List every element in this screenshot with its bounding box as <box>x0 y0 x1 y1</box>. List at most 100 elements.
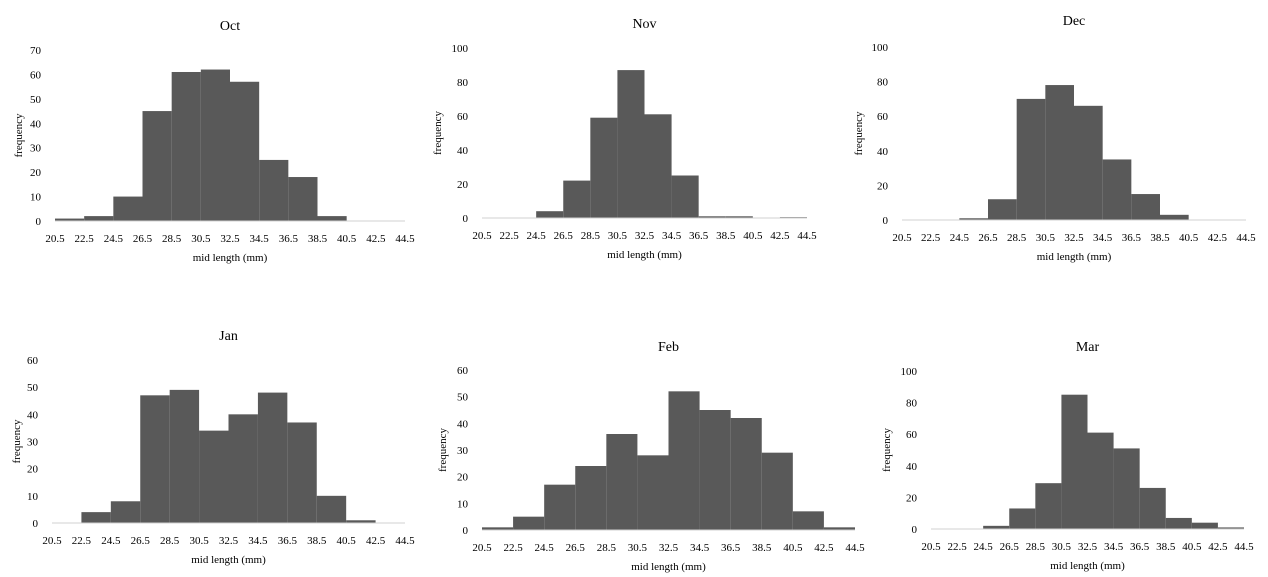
y-tick-label: 40 <box>906 461 918 473</box>
x-tick-label: 40.5 <box>743 230 763 242</box>
x-tick-label: 32.5 <box>219 535 239 547</box>
chart-title: Nov <box>632 17 656 32</box>
histogram-bar <box>228 414 258 523</box>
y-tick-label: 100 <box>452 43 469 55</box>
x-tick-label: 36.5 <box>278 535 298 547</box>
x-tick-label: 32.5 <box>1064 232 1084 244</box>
y-axis-label: frequency <box>13 113 25 157</box>
x-tick-label: 20.5 <box>892 232 912 244</box>
x-tick-label: 36.5 <box>1122 232 1142 244</box>
y-tick-label: 40 <box>457 145 469 157</box>
y-axis-label: frequency <box>881 428 893 472</box>
x-tick-label: 32.5 <box>1078 541 1098 553</box>
y-axis-label: frequency <box>437 428 449 472</box>
histogram-bar <box>1009 508 1036 529</box>
x-tick-label: 24.5 <box>104 233 124 245</box>
x-tick-label: 28.5 <box>1007 232 1027 244</box>
y-tick-label: 60 <box>30 69 42 81</box>
y-axis-label: frequency <box>432 111 444 155</box>
y-tick-label: 40 <box>877 146 889 158</box>
x-tick-label: 44.5 <box>797 230 817 242</box>
histogram-bar <box>1131 194 1160 220</box>
y-tick-label: 20 <box>877 180 889 192</box>
x-tick-label: 34.5 <box>250 233 270 245</box>
x-tick-label: 32.5 <box>635 230 655 242</box>
histogram-bar <box>823 527 855 530</box>
histogram-bar <box>1217 527 1244 529</box>
chart-title: Jan <box>219 329 238 344</box>
y-tick-label: 80 <box>906 398 918 410</box>
chart-nov: Nov 0 20 40 60 80 100 20.5 22.5 24.5 26.5 28.5 30.5 3… <box>432 17 817 261</box>
x-tick-label: 26.5 <box>554 230 574 242</box>
x-tick-label: 38.5 <box>716 230 736 242</box>
x-tick-label: 22.5 <box>503 542 523 554</box>
x-tick-label: 26.5 <box>566 542 586 554</box>
x-tick-label: 34.5 <box>1093 232 1113 244</box>
histogram-bar <box>1061 394 1088 529</box>
histogram-bar <box>959 218 988 220</box>
y-tick-label: 60 <box>457 111 469 123</box>
histogram-bar <box>171 71 201 222</box>
x-tick-label: 22.5 <box>947 541 967 553</box>
x-tick-label: 42.5 <box>366 233 386 245</box>
x-axis-label: mid length (mm) <box>193 252 268 264</box>
x-tick-label: 34.5 <box>662 230 682 242</box>
x-axis-label: mid length (mm) <box>607 249 682 261</box>
histogram-bar <box>988 199 1017 220</box>
x-tick-label: 40.5 <box>337 233 357 245</box>
x-tick-label: 24.5 <box>974 541 994 553</box>
chart-title: Mar <box>1076 340 1100 355</box>
y-tick-label: 70 <box>30 45 42 57</box>
x-tick-label: 22.5 <box>75 233 95 245</box>
x-axis-label: mid length (mm) <box>191 554 266 566</box>
chart-dec: Dec 0 20 40 60 80 100 20.5 22.5 24.5 26.5 28.5 30.5 3… <box>853 14 1256 263</box>
x-tick-label: 36.5 <box>721 542 741 554</box>
x-tick-label: 28.5 <box>160 535 180 547</box>
histogram-bar <box>346 520 376 523</box>
chart-oct: Oct 0 10 20 30 40 50 60 70 20.5 22.5 24.5 26.5 28.5 30… <box>13 19 415 264</box>
y-tick-label: 0 <box>883 215 889 227</box>
y-tick-label: 20 <box>906 492 918 504</box>
chart-title: Oct <box>220 19 240 34</box>
x-tick-label: 36.5 <box>279 233 299 245</box>
x-tick-label: 28.5 <box>1026 541 1046 553</box>
x-axis-label: mid length (mm) <box>1050 560 1125 572</box>
histogram-bar <box>287 422 317 523</box>
x-tick-label: 34.5 <box>690 542 710 554</box>
x-tick-label: 36.5 <box>1130 541 1150 553</box>
x-tick-label: 44.5 <box>395 535 415 547</box>
histogram-bar <box>142 111 172 221</box>
histogram-bar <box>644 114 672 218</box>
y-tick-label: 20 <box>27 464 39 476</box>
y-tick-label: 60 <box>27 355 39 367</box>
histogram-bar <box>544 484 576 530</box>
chart-title: Feb <box>658 340 679 355</box>
x-tick-label: 26.5 <box>133 233 153 245</box>
y-axis-label: frequency <box>11 419 23 463</box>
histogram-bar <box>169 389 200 523</box>
y-tick-label: 10 <box>457 498 469 510</box>
y-tick-label: 40 <box>27 409 39 421</box>
histogram-bar <box>199 430 229 523</box>
y-tick-label: 60 <box>906 429 918 441</box>
x-tick-label: 28.5 <box>162 233 182 245</box>
x-tick-label: 20.5 <box>472 542 492 554</box>
y-tick-label: 50 <box>457 392 469 404</box>
x-tick-label: 44.5 <box>1236 232 1256 244</box>
y-tick-label: 50 <box>30 94 42 106</box>
x-tick-label: 24.5 <box>535 542 555 554</box>
x-axis-label: mid length (mm) <box>631 561 706 573</box>
histogram-bar <box>698 216 726 218</box>
histogram-bar <box>761 452 793 530</box>
chart-jan: Jan 0 10 20 30 40 50 60 20.5 22.5 24.5 26.5 28.5 30.5… <box>11 329 415 566</box>
y-tick-label: 20 <box>30 167 42 179</box>
histogram-bar <box>288 177 318 221</box>
x-tick-label: 42.5 <box>1208 232 1228 244</box>
y-axis-label: frequency <box>853 111 865 155</box>
x-tick-label: 38.5 <box>752 542 772 554</box>
chart-feb: Feb 0 10 20 30 40 50 60 20.5 22.5 24.5 26.5 28.5 30.5… <box>437 340 865 573</box>
histogram-bar <box>1113 448 1140 529</box>
y-tick-label: 80 <box>457 77 469 89</box>
chart-mar: Mar 0 20 40 60 80 100 20.5 22.5 24.5 26.5 28.5 30.5 3… <box>881 340 1254 572</box>
x-tick-label: 34.5 <box>1104 541 1124 553</box>
